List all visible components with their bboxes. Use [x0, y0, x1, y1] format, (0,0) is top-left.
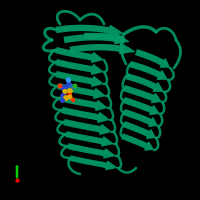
Circle shape: [70, 85, 74, 89]
Circle shape: [61, 94, 65, 97]
Polygon shape: [135, 49, 170, 68]
Polygon shape: [55, 59, 104, 75]
Polygon shape: [121, 133, 154, 151]
Circle shape: [73, 84, 77, 88]
Polygon shape: [55, 47, 104, 63]
Polygon shape: [69, 155, 118, 170]
Circle shape: [61, 85, 67, 91]
Circle shape: [68, 93, 71, 97]
Circle shape: [63, 90, 67, 94]
Circle shape: [58, 84, 62, 88]
Circle shape: [68, 89, 72, 93]
Polygon shape: [123, 121, 156, 139]
Polygon shape: [123, 85, 162, 103]
Polygon shape: [63, 119, 112, 135]
Polygon shape: [59, 95, 108, 111]
Circle shape: [61, 99, 64, 102]
Polygon shape: [123, 109, 158, 127]
Polygon shape: [125, 73, 164, 92]
Circle shape: [68, 95, 72, 99]
Polygon shape: [123, 97, 160, 115]
Circle shape: [64, 96, 68, 100]
Circle shape: [71, 98, 75, 102]
Polygon shape: [84, 33, 125, 43]
Polygon shape: [55, 71, 104, 87]
Circle shape: [66, 78, 70, 82]
Polygon shape: [57, 83, 106, 99]
Polygon shape: [61, 107, 110, 123]
Polygon shape: [55, 25, 124, 36]
Polygon shape: [69, 43, 136, 54]
Polygon shape: [67, 143, 116, 159]
Circle shape: [67, 83, 71, 87]
Polygon shape: [65, 131, 114, 147]
Polygon shape: [63, 33, 130, 44]
Polygon shape: [129, 61, 168, 80]
